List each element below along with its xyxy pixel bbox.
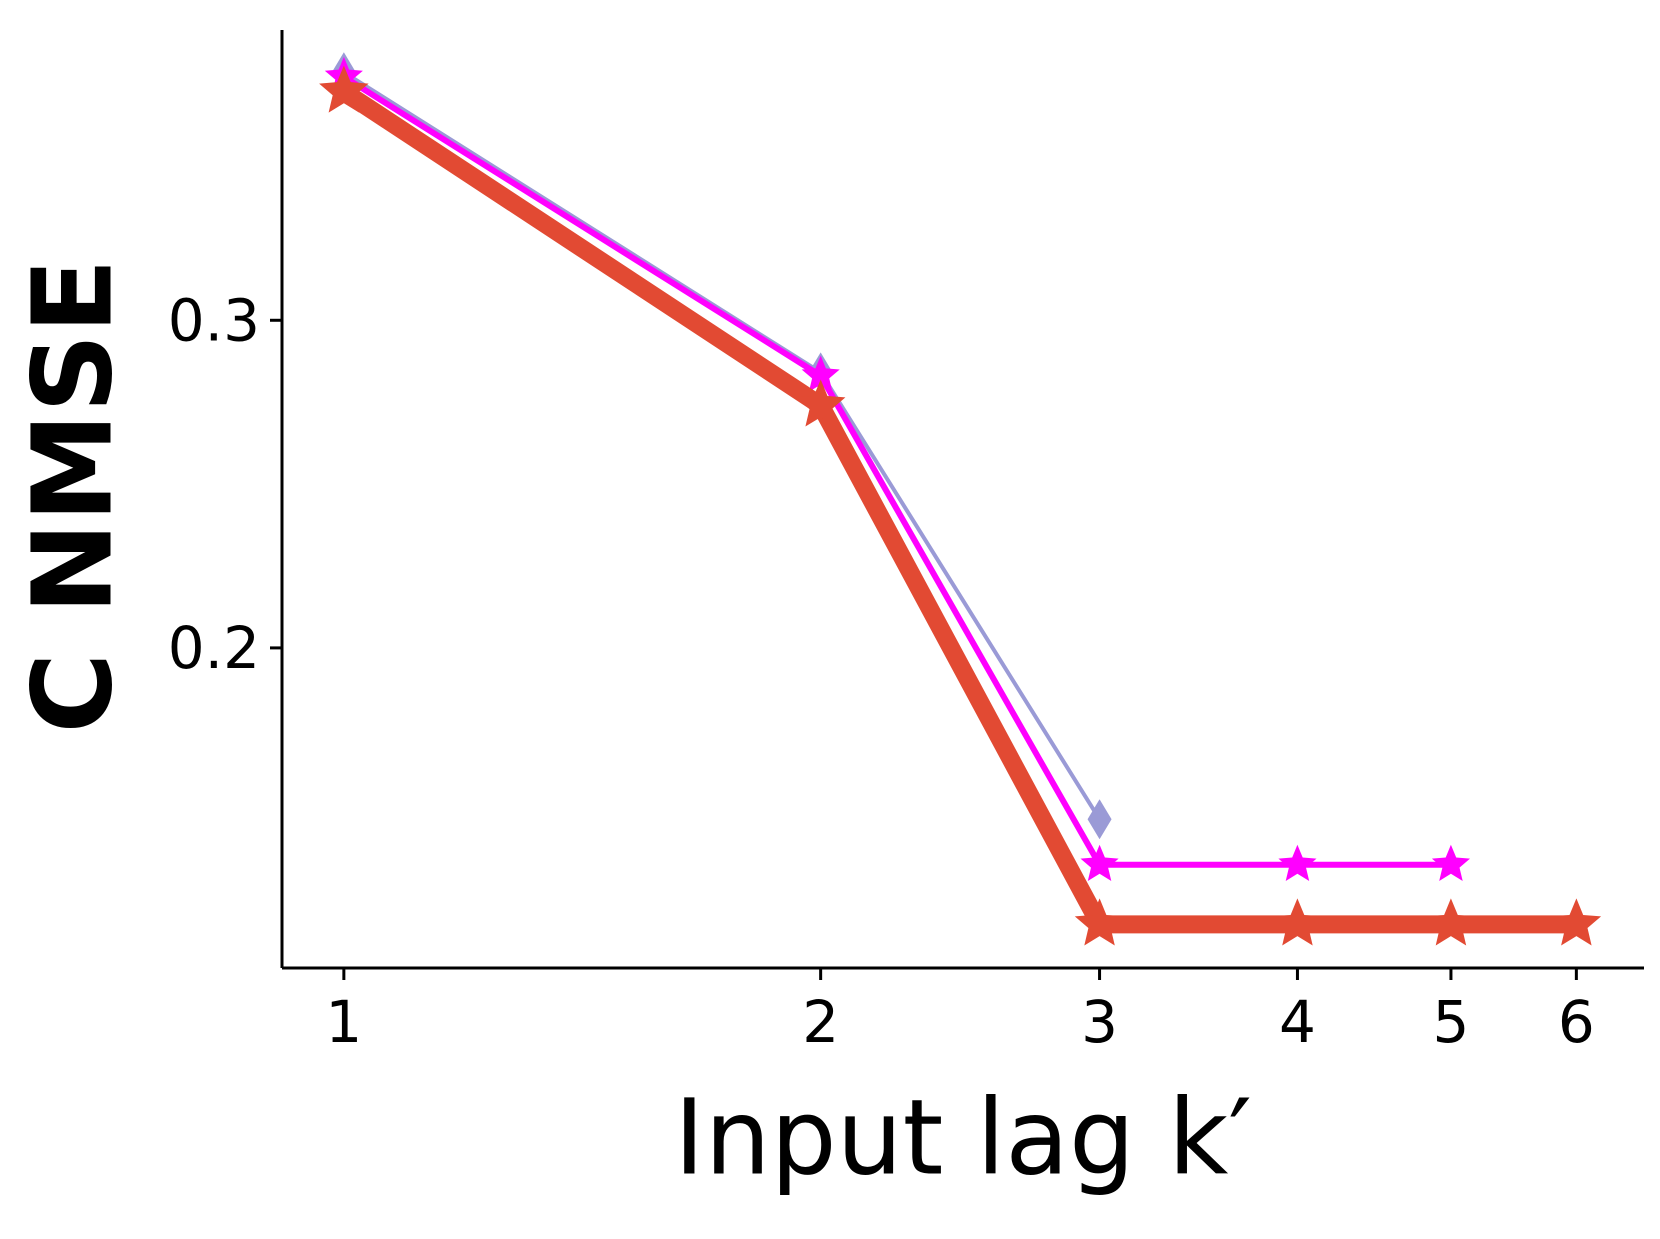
y-axis-label: C NMSE — [8, 259, 136, 734]
series-line — [338, 84, 1577, 934]
y-tick-label: 0.2 — [168, 614, 260, 682]
x-axis-label: Input lag k′ — [674, 1076, 1252, 1198]
marker — [1551, 898, 1602, 946]
x-tick-label: 6 — [1558, 988, 1595, 1056]
x-tick-label: 1 — [325, 988, 362, 1056]
marker — [1278, 844, 1317, 881]
x-tick-label: 2 — [802, 988, 839, 1056]
marker — [1431, 844, 1470, 881]
marker — [1272, 898, 1323, 946]
x-tick-label: 5 — [1432, 988, 1469, 1056]
y-tick-label: 0.3 — [168, 286, 260, 354]
marker — [801, 355, 840, 392]
marker — [1087, 799, 1112, 840]
x-tick-label: 4 — [1279, 988, 1316, 1056]
marker — [1074, 898, 1125, 946]
marker — [319, 65, 369, 113]
marker — [1080, 844, 1119, 881]
x-tick-label: 3 — [1081, 988, 1118, 1056]
marker — [1426, 898, 1476, 946]
marker — [795, 379, 846, 427]
